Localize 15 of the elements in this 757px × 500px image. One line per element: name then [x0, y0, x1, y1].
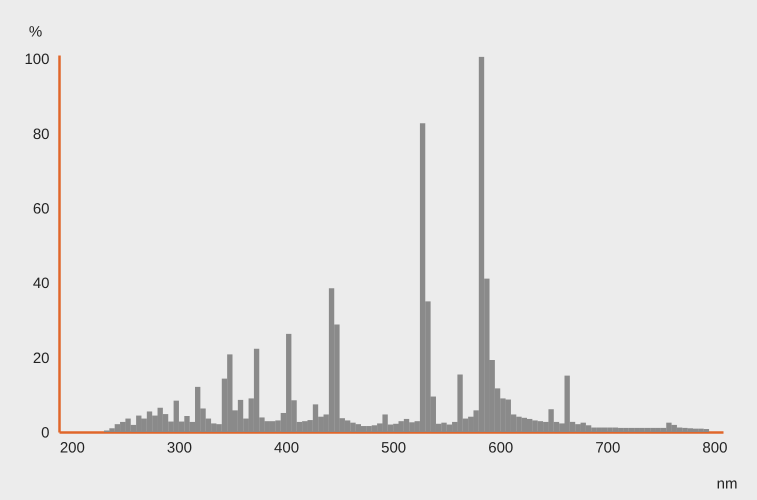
- x-axis-title: nm: [716, 476, 738, 492]
- x-tick-label: 800: [702, 440, 728, 456]
- y-tick-label: 60: [32, 200, 50, 218]
- x-tick-label: 200: [60, 440, 85, 456]
- y-tick-label: 40: [32, 275, 50, 292]
- y-tick-label: 80: [32, 126, 50, 143]
- x-tick-label: 400: [274, 440, 300, 456]
- x-tick-label: 600: [488, 440, 514, 456]
- y-axis-title: %: [28, 24, 42, 40]
- x-tick-label: 700: [595, 440, 620, 456]
- y-tick-label: 0: [41, 424, 50, 442]
- y-tick-label: 100: [24, 51, 50, 68]
- x-tick-label: 300: [166, 440, 192, 456]
- x-tick-label: 500: [381, 440, 406, 456]
- y-tick-label: 20: [32, 350, 50, 367]
